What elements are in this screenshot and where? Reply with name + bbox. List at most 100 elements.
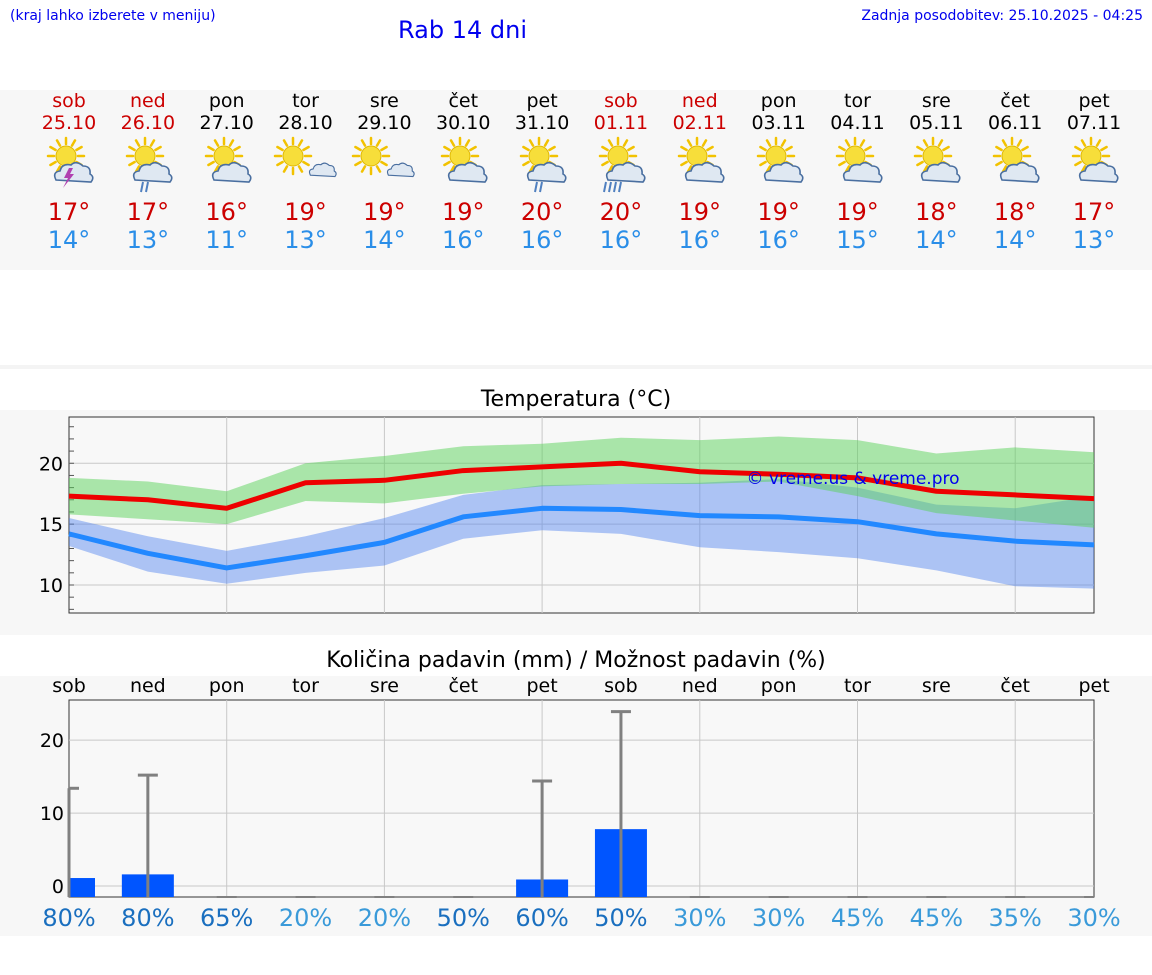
sun-icon xyxy=(992,136,1032,176)
rain-icon xyxy=(602,181,622,193)
y-tick-label: 10 xyxy=(39,575,63,597)
sun-small-cloud-icon xyxy=(352,136,416,178)
location-hint: (kraj lahko izberete v meniju) xyxy=(10,8,216,24)
day-label: sre xyxy=(922,675,951,697)
day-name: tor xyxy=(292,90,319,112)
precipitation-probability: 60% xyxy=(515,904,569,932)
day-label: pet xyxy=(1078,675,1109,697)
day-label: sob xyxy=(604,675,638,697)
min-temperature: 13° xyxy=(284,226,327,254)
cloud-icon xyxy=(605,161,646,183)
max-temperature: 17° xyxy=(47,198,91,226)
day-date: 25.10 xyxy=(41,112,97,134)
precipitation-chart: sob ned pon tor sre čet pet sob ned pon tor sre čet p… xyxy=(40,675,1110,898)
day-date: 31.10 xyxy=(514,112,570,134)
sun-icon xyxy=(756,136,795,176)
page-title: Rab 14 dni xyxy=(398,16,527,44)
day-date: 03.11 xyxy=(751,112,806,134)
day-date: 27.10 xyxy=(199,112,254,134)
min-temperature: 14° xyxy=(47,226,91,254)
max-temperature: 18° xyxy=(993,198,1037,226)
max-temperature: 20° xyxy=(599,198,643,226)
cloud-icon xyxy=(448,161,488,183)
day-date: 06.11 xyxy=(987,112,1043,134)
cloud-icon xyxy=(921,161,961,183)
day-date: 29.10 xyxy=(357,112,412,134)
day-label: tor xyxy=(292,675,319,697)
day-label: ned xyxy=(130,675,166,697)
cloud-icon xyxy=(1000,161,1040,183)
day-date: 05.11 xyxy=(909,112,964,134)
sun-cloud-icon xyxy=(835,136,883,183)
min-temperature: 14° xyxy=(915,226,958,254)
day-date: 07.11 xyxy=(1066,112,1122,134)
max-temperature: 17° xyxy=(126,198,170,226)
y-tick-label: 10 xyxy=(40,803,64,825)
min-temperature: 16° xyxy=(599,226,643,254)
min-temperature: 13° xyxy=(126,226,170,254)
sun-icon xyxy=(914,136,953,176)
min-temperature: 14° xyxy=(993,226,1037,254)
max-temperature: 19° xyxy=(284,198,327,226)
sun-cloud-icon xyxy=(1071,136,1119,183)
lightning-icon xyxy=(63,168,74,188)
day-date: 04.11 xyxy=(830,112,885,134)
y-tick-label: 20 xyxy=(39,453,63,475)
day-label: ned xyxy=(682,675,718,697)
day-label: čet xyxy=(448,675,478,697)
y-tick-label: 20 xyxy=(40,730,64,752)
plot-area xyxy=(68,699,1095,898)
max-temperature: 20° xyxy=(520,198,564,226)
precip-bar xyxy=(69,878,95,897)
day-date: 02.11 xyxy=(672,112,727,134)
precipitation-probability: 35% xyxy=(988,904,1042,932)
min-temperature: 16° xyxy=(757,226,800,254)
min-temperature: 16° xyxy=(441,226,485,254)
day-label: tor xyxy=(844,675,871,697)
temperature-chart: 10 15 20 © vreme.us & vreme.pro xyxy=(39,416,1095,614)
max-temperature-band xyxy=(69,436,1095,528)
cloud-icon xyxy=(763,161,804,183)
day-name: sre xyxy=(369,90,399,112)
cloud-icon xyxy=(132,161,173,183)
precipitation-probability: 20% xyxy=(278,904,333,932)
divider xyxy=(0,365,1152,369)
day-name: ned xyxy=(681,90,718,112)
precipitation-probability: 30% xyxy=(673,904,727,932)
cloud-icon xyxy=(842,161,883,183)
sun-cloud-icon xyxy=(677,136,725,183)
sun-icon xyxy=(352,136,391,176)
min-temperature-line xyxy=(68,505,1095,571)
precipitation-probability: 30% xyxy=(1067,904,1121,932)
day-name: pet xyxy=(1078,90,1110,112)
max-temperature: 16° xyxy=(205,198,248,226)
sun-cloud-rain-icon xyxy=(125,136,173,193)
day-label: čet xyxy=(1000,675,1030,697)
max-temperature: 18° xyxy=(915,198,958,226)
max-temperature: 19° xyxy=(441,198,485,226)
sun-small-cloud-icon xyxy=(273,136,337,178)
day-name: tor xyxy=(844,90,871,112)
precipitation-probability: 50% xyxy=(436,904,490,932)
y-tick-label: 0 xyxy=(52,876,64,898)
day-date: 26.10 xyxy=(120,112,176,134)
watermark: © vreme.us & vreme.pro xyxy=(746,469,959,489)
precipitation-probability: 80% xyxy=(42,904,96,932)
day-label: sre xyxy=(370,675,399,697)
max-temperature: 19° xyxy=(757,198,800,226)
day-name: sre xyxy=(921,90,951,112)
sun-cloud-rain-icon xyxy=(519,136,567,193)
rain-icon xyxy=(139,181,149,193)
day-name: čet xyxy=(1000,90,1030,112)
max-temperature: 19° xyxy=(836,198,879,226)
sun-icon xyxy=(273,136,312,176)
day-name: pet xyxy=(526,90,558,112)
cloud-icon xyxy=(53,161,94,183)
precipitation-probability: 20% xyxy=(357,904,412,932)
sun-cloud-icon xyxy=(992,136,1040,183)
max-temperature: 19° xyxy=(678,198,722,226)
precipitation-probability: 65% xyxy=(200,904,254,932)
day-name: čet xyxy=(448,90,479,112)
day-label: pon xyxy=(761,675,797,697)
day-name: pon xyxy=(208,90,245,112)
